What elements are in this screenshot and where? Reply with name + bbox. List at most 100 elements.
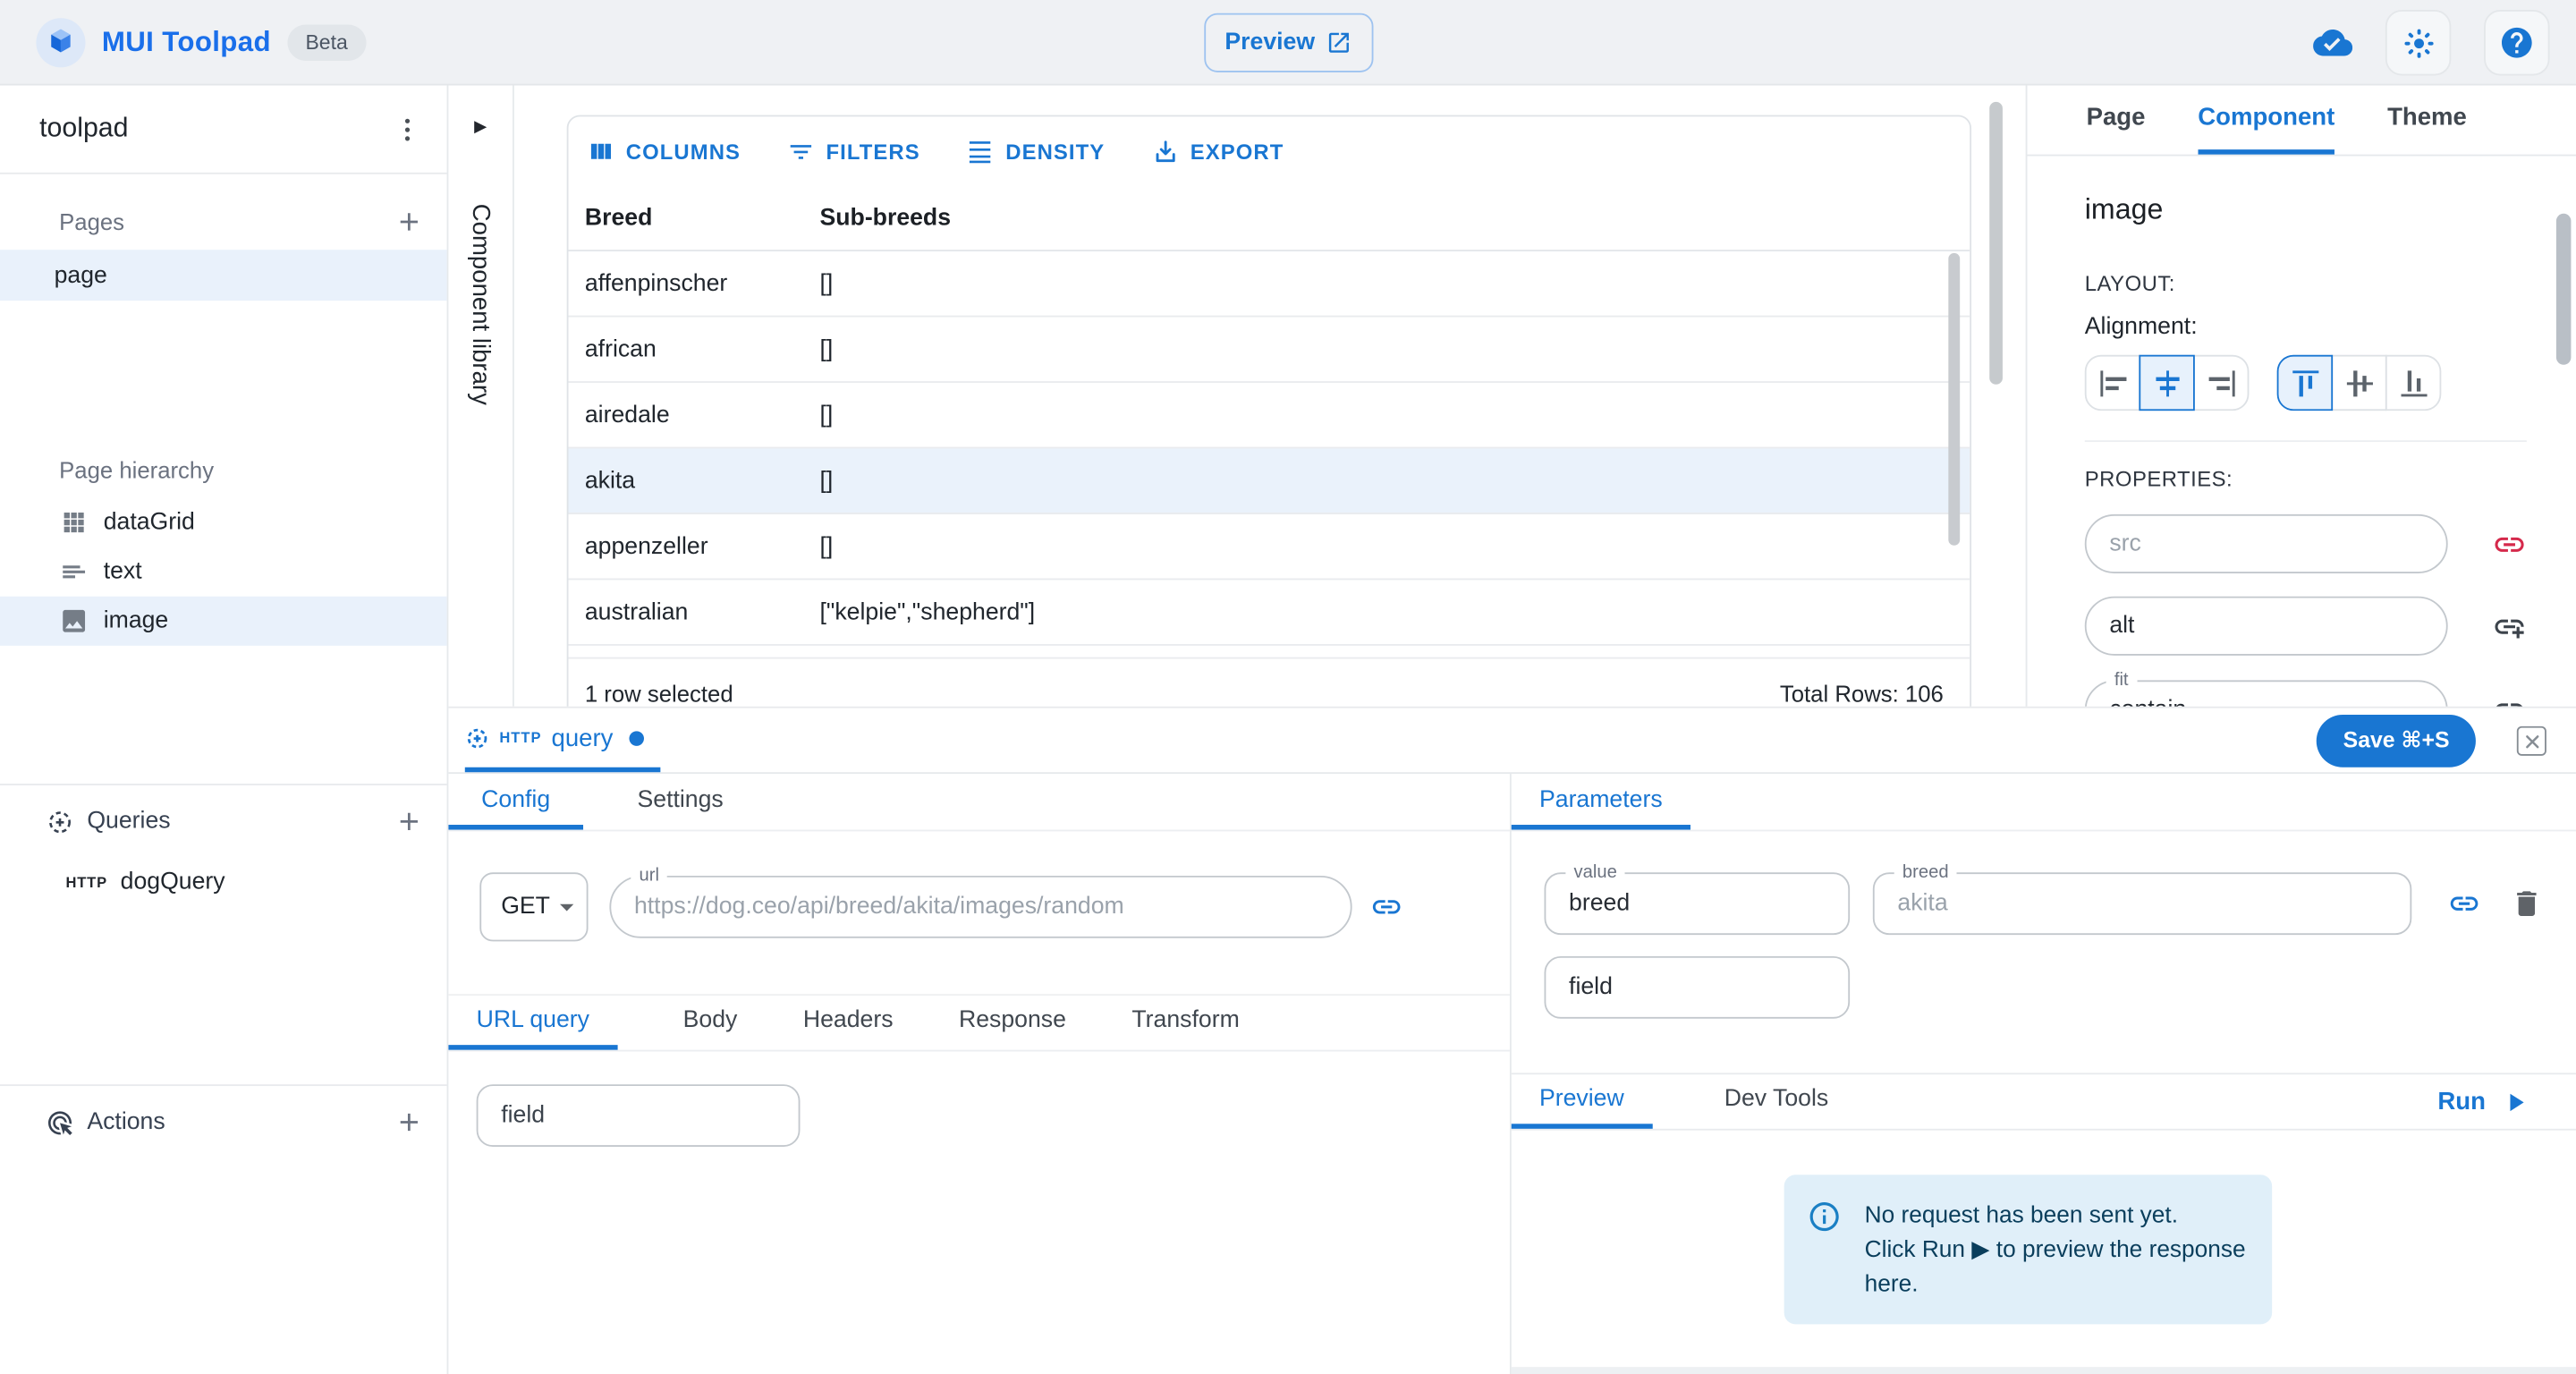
export-button[interactable]: EXPORT <box>1151 137 1284 165</box>
src-input[interactable] <box>2086 530 2446 557</box>
preview-button[interactable]: Preview <box>1204 13 1374 72</box>
brand: MUI Toolpad Beta <box>36 17 366 67</box>
query-item-dogquery[interactable]: HTTP dogQuery <box>0 858 447 907</box>
tab-component[interactable]: Component <box>2198 86 2335 155</box>
inspector-tabs: Page Component Theme <box>2027 86 2576 157</box>
config-tabs: Config Settings <box>448 774 1510 832</box>
density-button[interactable]: DENSITY <box>966 137 1105 165</box>
column-header-breed[interactable]: Breed <box>584 204 653 232</box>
tab-headers[interactable]: Headers <box>802 1006 894 1034</box>
align-vertical-center-button[interactable] <box>2331 354 2387 411</box>
param-name-field[interactable]: value <box>1544 862 1851 936</box>
unsaved-dot <box>629 730 645 745</box>
bound-link-icon[interactable] <box>2492 527 2527 562</box>
param-value-field[interactable]: breed <box>1872 862 2412 936</box>
run-button[interactable]: Run <box>2437 1074 2529 1129</box>
param-binding-icon[interactable] <box>2448 887 2481 920</box>
tab-body[interactable]: Body <box>682 1006 738 1034</box>
theme-toggle-button[interactable] <box>2385 10 2452 76</box>
sidebar-item-page[interactable]: page <box>0 250 447 301</box>
component-library-label: Component library <box>466 203 495 405</box>
table-row[interactable]: african[] <box>568 317 1970 383</box>
align-horizontal-center-button[interactable] <box>2139 354 2195 411</box>
tab-page[interactable]: Page <box>2086 103 2146 131</box>
alt-input[interactable] <box>2086 613 2446 640</box>
align-horizontal-right-button[interactable] <box>2192 354 2250 411</box>
divider <box>0 784 447 785</box>
tab-theme[interactable]: Theme <box>2387 103 2467 131</box>
http-badge: HTTP <box>499 729 542 746</box>
method-select[interactable]: GET <box>479 872 589 942</box>
alt-field[interactable] <box>2084 596 2448 656</box>
horizontal-align-group <box>2084 354 2250 411</box>
table-row-clipped <box>568 646 1970 659</box>
sun-icon <box>2403 28 2433 57</box>
add-query-icon[interactable] <box>394 807 424 836</box>
density-icon <box>970 140 991 163</box>
query-editor-tabbar: HTTP query Save ⌘+S <box>448 708 2576 775</box>
url-query-input[interactable] <box>478 1102 799 1129</box>
tab-config[interactable]: Config <box>448 774 583 830</box>
align-vertical-top-button[interactable] <box>2276 354 2334 411</box>
tab-settings[interactable]: Settings <box>637 785 724 813</box>
hierarchy-item-text[interactable]: text <box>0 547 447 597</box>
src-field[interactable] <box>2084 513 2448 574</box>
http-badge: HTTP <box>65 874 107 891</box>
datagrid-scrollbar[interactable] <box>1948 252 1961 546</box>
add-binding-icon[interactable] <box>2492 608 2527 643</box>
page-item-label: page <box>54 261 107 289</box>
url-query-field[interactable] <box>476 1084 801 1148</box>
component-library-strip[interactable]: ▶ Component library <box>448 85 514 707</box>
table-row[interactable]: australian ["kelpie","shepherd"] <box>568 580 1970 646</box>
param-name-input[interactable] <box>1546 890 1849 917</box>
add-page-icon[interactable] <box>394 207 424 236</box>
table-row[interactable]: airedale[] <box>568 383 1970 449</box>
tab-url-query[interactable]: URL query <box>448 996 618 1050</box>
query-tab[interactable]: HTTP query <box>464 708 661 773</box>
play-icon <box>2510 1092 2524 1111</box>
add-action-icon[interactable] <box>394 1107 424 1137</box>
hierarchy-item-image[interactable]: image <box>0 596 447 646</box>
tab-parameters[interactable]: Parameters <box>1511 774 1690 830</box>
tab-preview[interactable]: Preview <box>1511 1074 1652 1129</box>
close-panel-button[interactable] <box>2516 725 2546 756</box>
export-icon <box>1155 140 1174 162</box>
help-button[interactable] <box>2484 10 2550 76</box>
table-row-selected[interactable]: akita[] <box>568 448 1970 514</box>
tab-transform[interactable]: Transform <box>1131 1006 1240 1034</box>
tab-response[interactable]: Response <box>959 1006 1066 1034</box>
tab-devtools[interactable]: Dev Tools <box>1724 1086 1829 1113</box>
open-in-new-icon <box>1329 32 1350 53</box>
url-field[interactable]: url <box>609 865 1352 938</box>
inspector-scrollbar[interactable] <box>2555 213 2572 365</box>
table-row[interactable]: affenpinscher[] <box>568 251 1970 318</box>
mui-logo-icon <box>36 17 86 67</box>
chevron-right-icon[interactable]: ▶ <box>474 118 487 137</box>
param-value-input[interactable] <box>1874 890 2411 917</box>
filters-button[interactable]: FILTERS <box>786 137 919 165</box>
queries-icon <box>49 810 72 833</box>
actions-icon <box>48 1110 72 1135</box>
align-vertical-bottom-button[interactable] <box>2385 354 2442 411</box>
alignment-label: Alignment: <box>2084 313 2198 341</box>
delete-param-icon[interactable] <box>2510 887 2543 920</box>
kebab-menu-icon[interactable] <box>391 113 424 146</box>
align-horizontal-left-button[interactable] <box>2084 354 2141 411</box>
info-icon <box>1809 1202 1839 1232</box>
run-button-label: Run <box>2437 1087 2486 1116</box>
request-row: GET url <box>479 865 1510 942</box>
url-input[interactable] <box>611 894 1351 920</box>
columns-button[interactable]: COLUMNS <box>587 137 741 165</box>
alignment-controls <box>2084 354 2576 411</box>
save-button[interactable]: Save ⌘+S <box>2317 714 2476 768</box>
bottom-scroll-strip <box>1511 1367 2576 1374</box>
hierarchy-item-datagrid[interactable]: dataGrid <box>0 498 447 547</box>
table-row[interactable]: appenzeller[] <box>568 514 1970 581</box>
query-item-label: dogQuery <box>120 869 225 896</box>
url-binding-icon[interactable] <box>1370 890 1403 923</box>
canvas-scrollbar[interactable] <box>1989 101 2003 385</box>
column-header-subbreeds[interactable]: Sub-breeds <box>819 204 952 232</box>
new-param-input[interactable] <box>1546 974 1849 1001</box>
new-param-field[interactable] <box>1544 955 1851 1019</box>
align-vertical-bottom-icon <box>2400 369 2427 396</box>
